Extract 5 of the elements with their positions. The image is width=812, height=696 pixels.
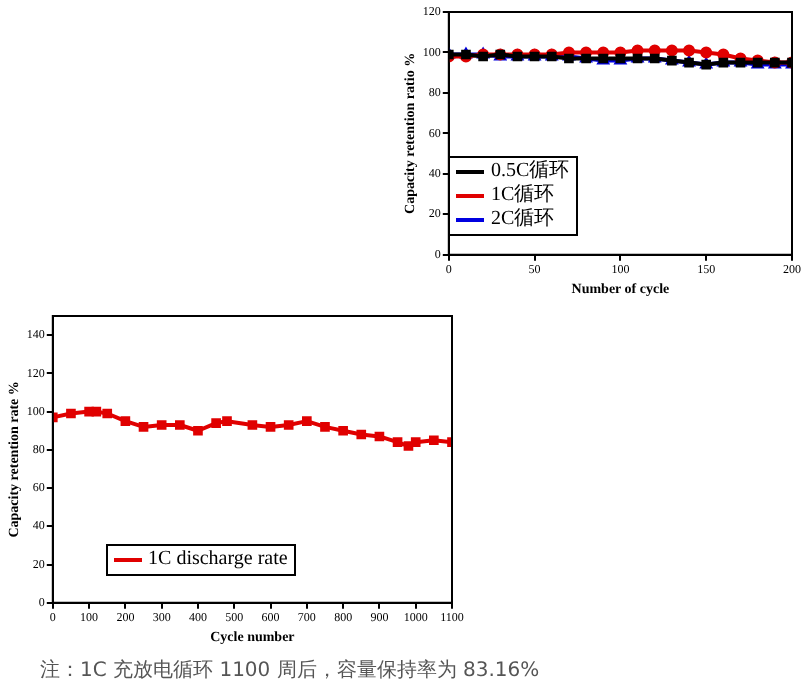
legend-label: 0.5C循环 [490,160,570,184]
text: 注：1C 充放电循环 1100 周后，容量保持率为 83.16% [40,657,540,684]
legend-label: 2C循环 [490,208,555,232]
legend-label: 1C循环 [490,184,555,208]
legend-label: 1C discharge rate [148,548,288,573]
